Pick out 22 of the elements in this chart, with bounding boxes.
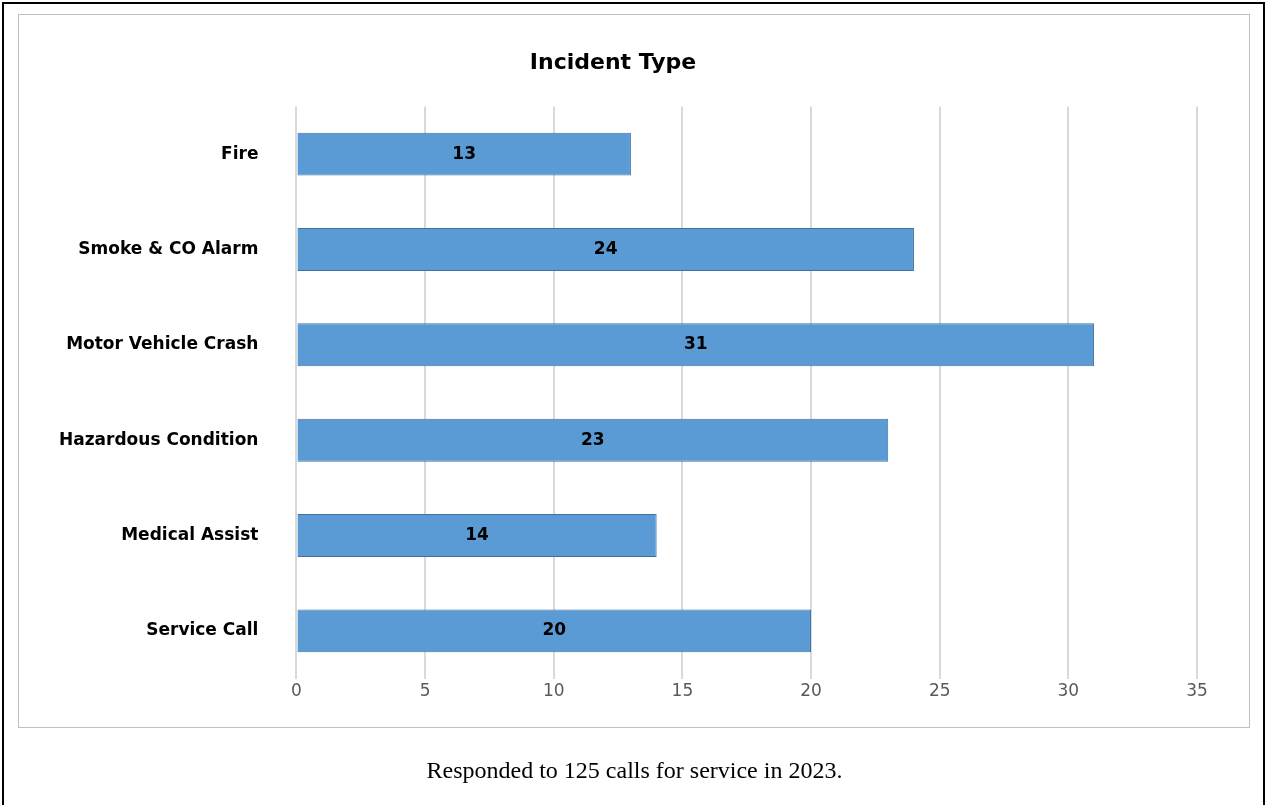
- y-tick-label: Smoke & CO Alarm: [78, 237, 259, 258]
- data-label: 24: [593, 237, 618, 258]
- x-tick-label: 5: [419, 680, 431, 701]
- data-label: 23: [580, 428, 605, 449]
- x-tick-label: 0: [291, 680, 302, 701]
- data-label: 14: [465, 523, 490, 544]
- x-tick-label: 20: [800, 680, 822, 701]
- data-label: 31: [683, 333, 708, 354]
- data-label: 20: [542, 619, 567, 640]
- x-tick-label: 25: [928, 680, 951, 701]
- y-tick-label: Hazardous Condition: [58, 428, 259, 449]
- chart-title: Incident Type: [529, 48, 697, 74]
- text: Responded to 125 calls for service in 2023.: [425, 757, 844, 784]
- y-tick-label: Fire: [221, 142, 259, 163]
- x-tick-label: 15: [671, 680, 694, 701]
- y-tick-label: Service Call: [146, 619, 259, 640]
- y-tick-label: Medical Assist: [121, 523, 259, 544]
- x-tick-label: 35: [1186, 680, 1208, 701]
- y-tick-label: Motor Vehicle Crash: [66, 333, 259, 354]
- x-tick-label: 10: [542, 680, 565, 701]
- x-tick-label: 30: [1057, 680, 1080, 701]
- data-label: 13: [452, 142, 477, 163]
